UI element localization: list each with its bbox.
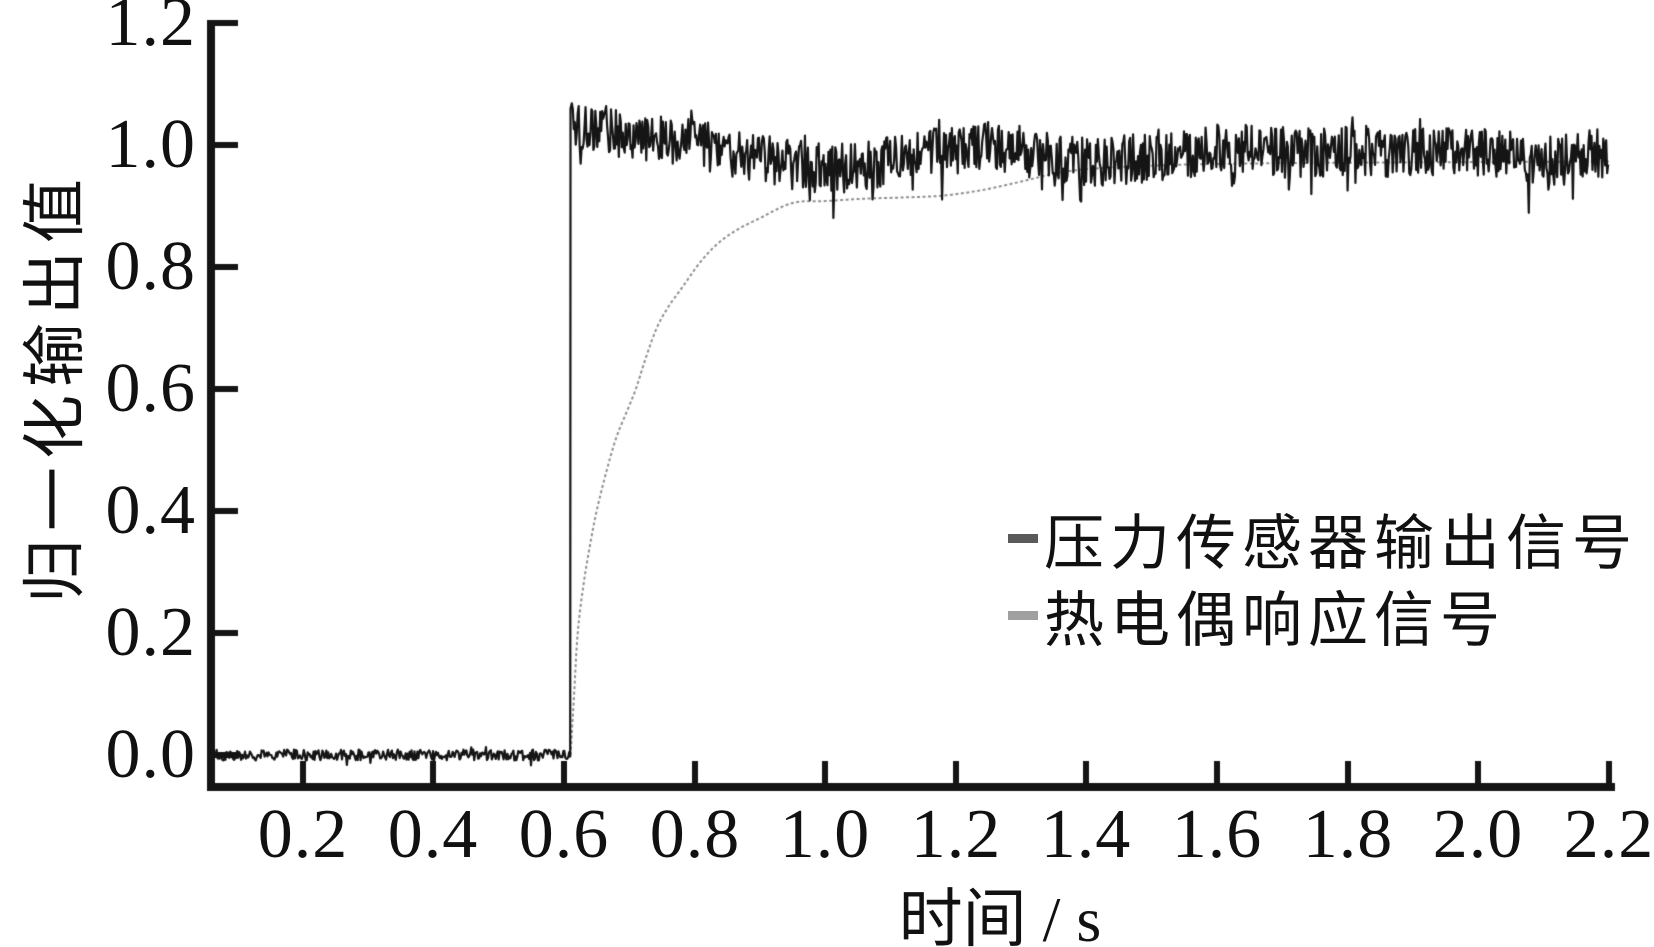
- y-tick-label-5: 1.0: [105, 106, 196, 183]
- y-tick-label-2: 0.4: [105, 472, 196, 549]
- legend-marker-pressure-icon: [1008, 534, 1038, 543]
- y-tick-label-4: 0.8: [105, 228, 196, 305]
- x-tick-label-7: 1.6: [1171, 796, 1263, 873]
- x-tick-label-3: 0.8: [649, 796, 741, 873]
- x-axis-label: 时间 / s: [898, 884, 1102, 947]
- x-tick-label-9: 2.0: [1432, 796, 1524, 873]
- y-tick-label-3: 0.6: [105, 350, 196, 427]
- x-tick-label-2: 0.6: [518, 796, 610, 873]
- legend-label-thermocouple: 热电偶响应信号: [1044, 588, 1506, 654]
- legend-marker-thermocouple-icon: [1008, 611, 1038, 620]
- x-tick-label-0: 0.2: [257, 796, 349, 873]
- y-tick-label-6: 1.2: [105, 0, 196, 61]
- x-tick-label-8: 1.8: [1302, 796, 1394, 873]
- legend-item-pressure: 压力传感器输出信号: [1008, 500, 1638, 577]
- y-tick-label-1: 0.2: [105, 594, 196, 671]
- x-tick-label-1: 0.4: [387, 796, 479, 873]
- x-tick-label-4: 1.0: [779, 796, 871, 873]
- legend: 压力传感器输出信号 热电偶响应信号: [1008, 500, 1638, 654]
- y-axis-label: 归一化输出值: [20, 171, 91, 603]
- x-tick-label-5: 1.2: [910, 796, 1002, 873]
- y-tick-label-0: 0.0: [105, 716, 196, 793]
- x-tick-label-6: 1.4: [1040, 796, 1132, 873]
- legend-label-pressure: 压力传感器输出信号: [1044, 511, 1638, 577]
- x-tick-label-10: 2.2: [1563, 796, 1654, 873]
- legend-item-thermocouple: 热电偶响应信号: [1008, 577, 1638, 654]
